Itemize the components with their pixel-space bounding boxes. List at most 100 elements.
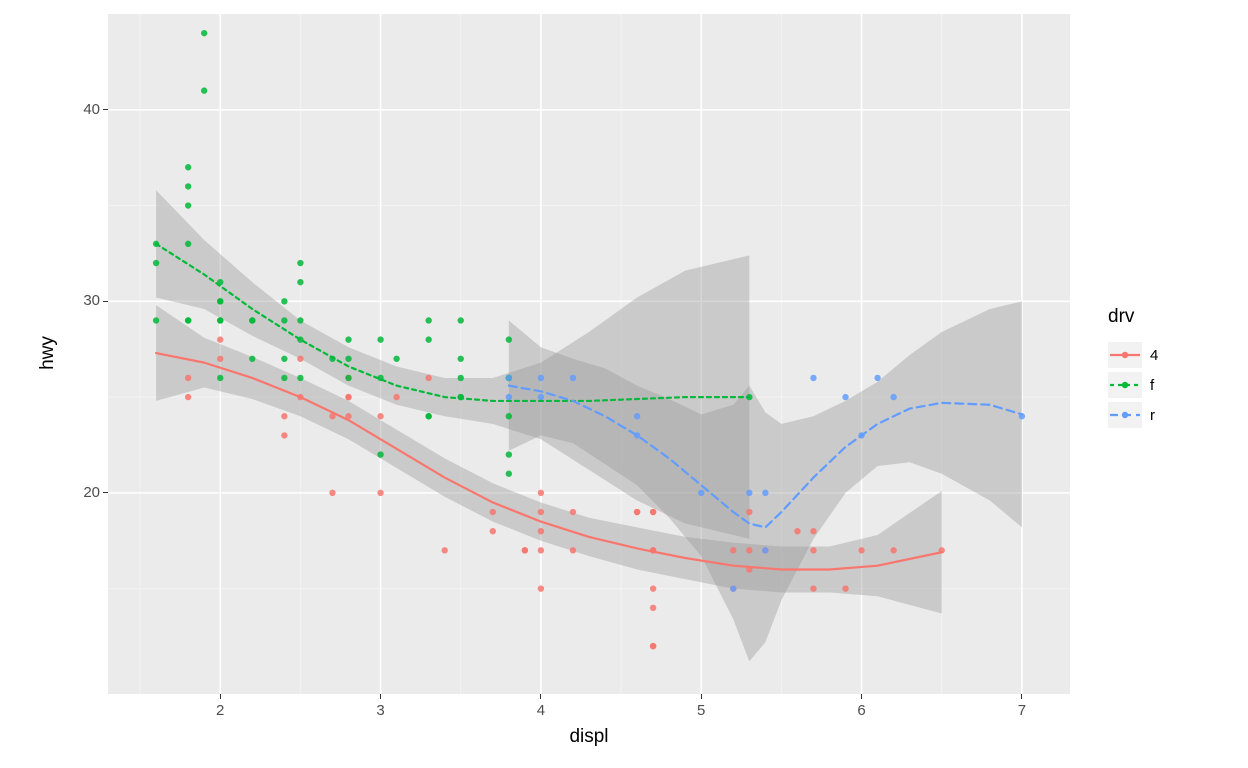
data-point [506,451,512,457]
data-point [281,298,287,304]
data-point [217,317,223,323]
data-point [762,547,768,553]
data-point [281,413,287,419]
data-point [377,413,383,419]
data-point [297,260,303,266]
data-point [746,490,752,496]
data-point [634,413,640,419]
legend-label: r [1150,407,1155,424]
data-point [393,356,399,362]
data-point [345,356,351,362]
data-point [810,528,816,534]
data-point [650,585,656,591]
data-point [185,394,191,400]
legend-label: 4 [1150,347,1158,364]
data-point [185,183,191,189]
data-point [329,490,335,496]
legend: drv 4 fr [1108,306,1158,432]
data-point [730,547,736,553]
x-axis-title: displ [559,726,619,748]
data-point [890,547,896,553]
x-tick-label: 7 [1002,702,1042,719]
data-point [249,317,255,323]
data-point [377,336,383,342]
x-tick [1021,694,1022,699]
data-point [794,528,800,534]
data-point [393,394,399,400]
x-tick [861,694,862,699]
data-point [425,375,431,381]
x-tick [701,694,702,699]
data-point [746,547,752,553]
data-point [185,317,191,323]
data-point [506,413,512,419]
data-point [201,30,207,36]
data-point [858,547,864,553]
data-point [538,375,544,381]
data-point [458,317,464,323]
data-point [538,490,544,496]
legend-key-f [1108,372,1142,398]
x-tick-label: 5 [681,702,721,719]
data-point [442,547,448,553]
legend-item-r: r [1108,402,1158,428]
data-point [345,336,351,342]
legend-key-r [1108,402,1142,428]
data-point [810,585,816,591]
data-point [345,375,351,381]
data-point [217,375,223,381]
x-tick-label: 6 [842,702,882,719]
legend-item-4: 4 [1108,342,1158,368]
data-point [538,585,544,591]
x-tick [380,694,381,699]
x-tick-label: 3 [361,702,401,719]
data-point [842,394,848,400]
data-point [538,528,544,534]
data-point [185,164,191,170]
y-tick [103,492,108,493]
data-point [506,375,512,381]
figure: 234567 203040 displ hwy drv 4fr [0,0,1248,768]
data-point [490,509,496,515]
legend-title: drv [1108,306,1158,328]
data-point [842,585,848,591]
data-point [570,547,576,553]
data-point [634,509,640,515]
x-tick-label: 2 [200,702,240,719]
data-point [425,413,431,419]
data-point [217,356,223,362]
data-point [506,394,512,400]
data-point [425,336,431,342]
data-point [650,643,656,649]
data-point [377,490,383,496]
data-point [281,375,287,381]
data-point [522,547,528,553]
data-point [538,547,544,553]
data-point [281,432,287,438]
data-point [506,336,512,342]
data-point [730,585,736,591]
legend-item-f: f [1108,372,1158,398]
data-point [281,356,287,362]
data-point [810,547,816,553]
x-tick [540,694,541,699]
data-point [297,356,303,362]
data-point [538,394,544,400]
y-tick-label: 40 [58,101,100,118]
data-point [650,509,656,515]
x-tick-label: 4 [521,702,561,719]
data-point [570,375,576,381]
y-tick-label: 30 [58,292,100,309]
data-point [762,490,768,496]
data-point [490,528,496,534]
data-point [746,509,752,515]
data-point [650,605,656,611]
data-point [297,279,303,285]
data-point [153,260,159,266]
data-point [249,356,255,362]
data-point [698,490,704,496]
data-point [297,375,303,381]
data-point [506,471,512,477]
y-axis-title: hwy [37,323,59,383]
data-point [538,509,544,515]
